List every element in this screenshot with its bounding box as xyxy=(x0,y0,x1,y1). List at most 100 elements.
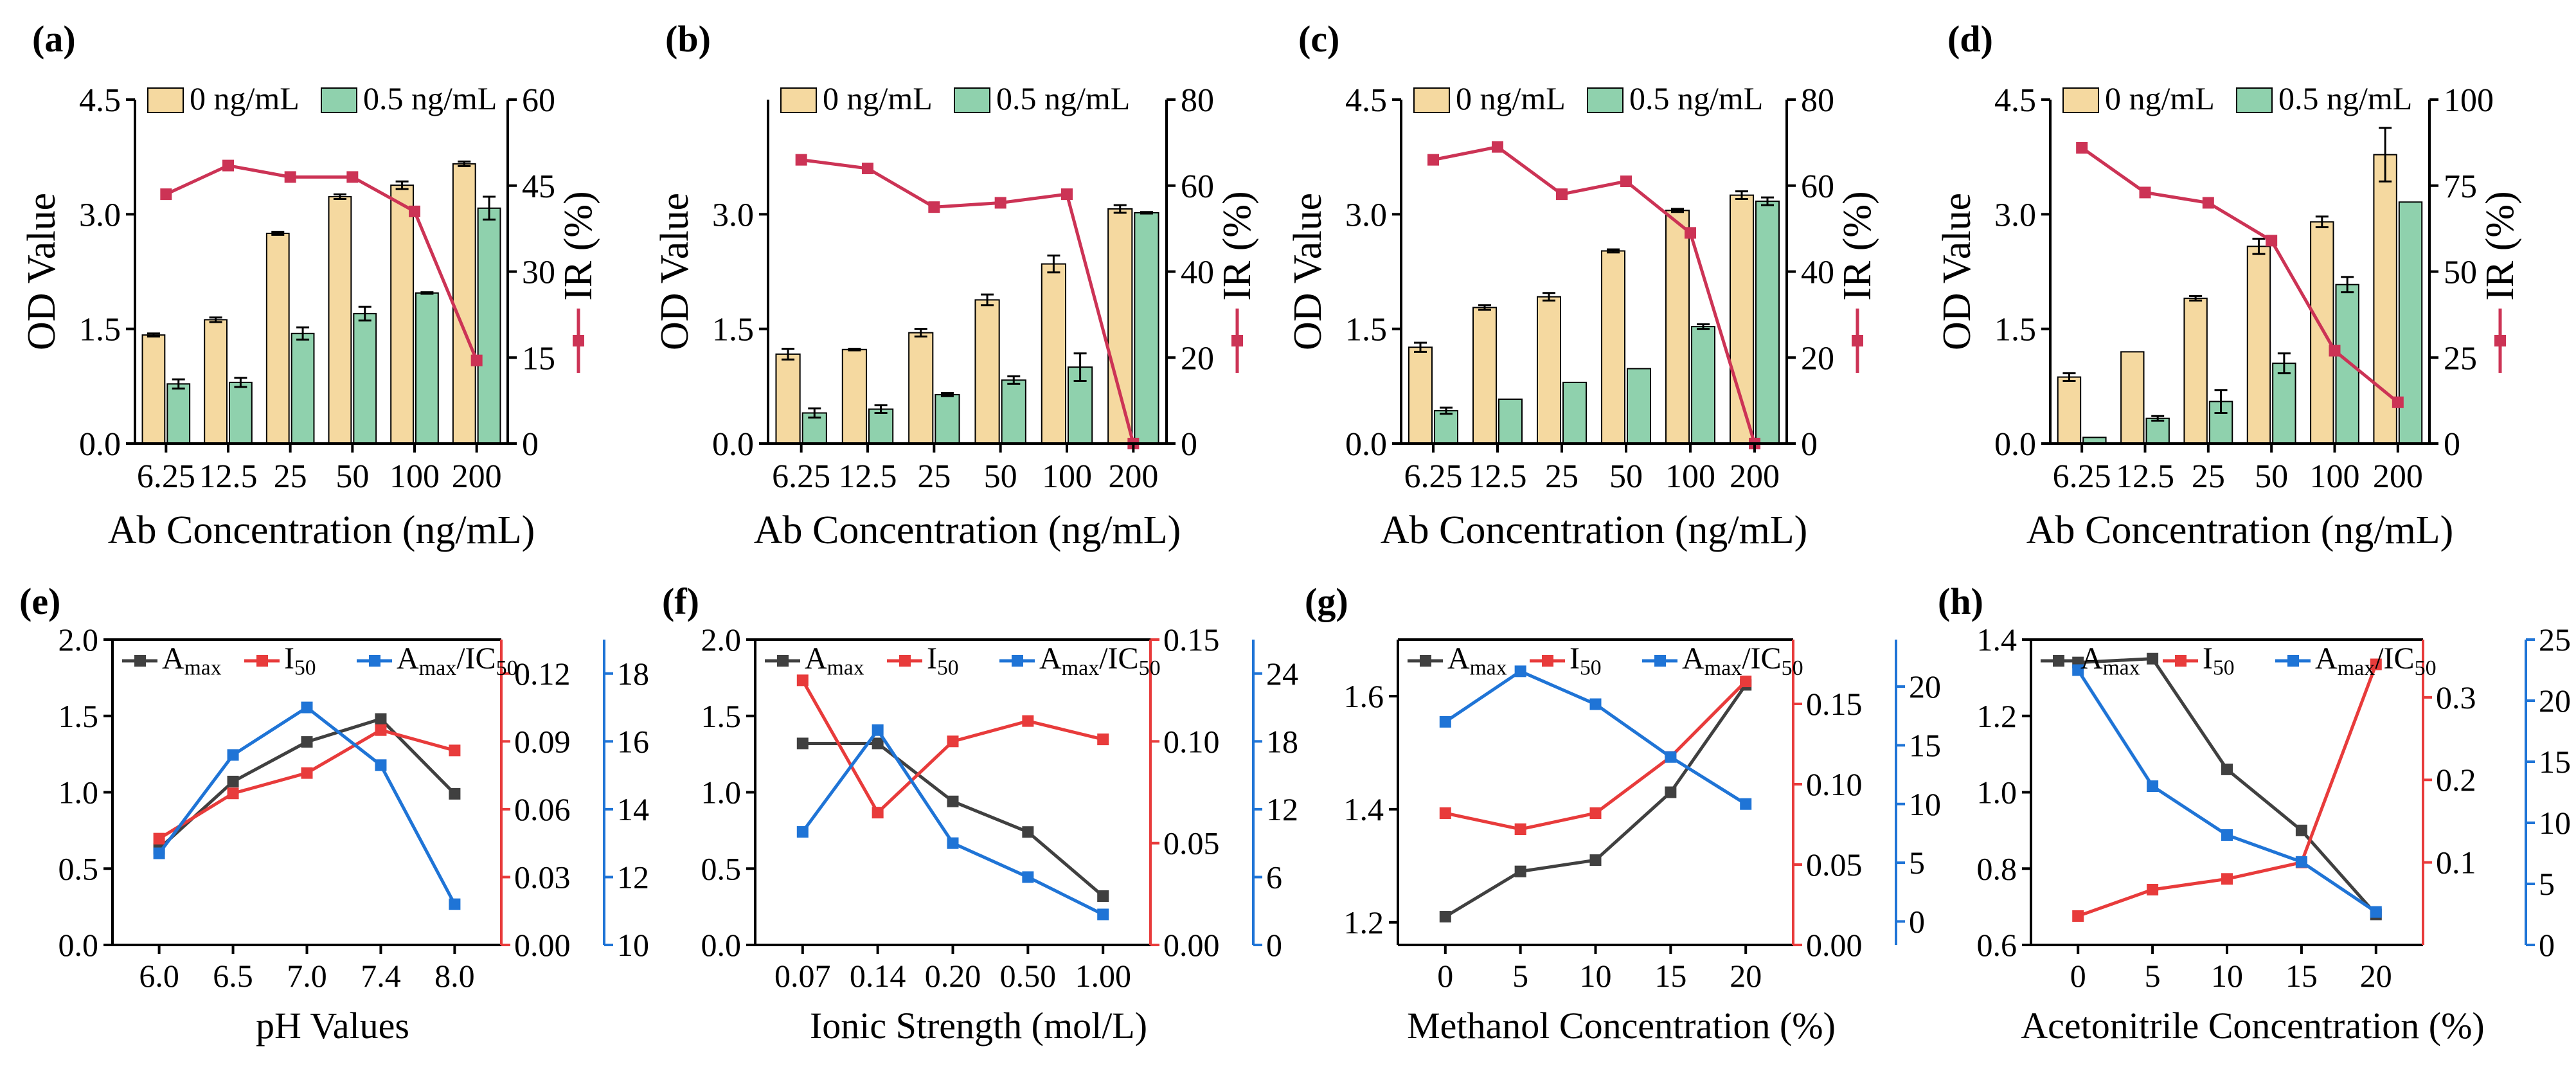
series-point xyxy=(153,847,165,859)
series-point xyxy=(1740,676,1752,687)
y2-tick-label: 0.15 xyxy=(1806,686,1863,722)
series-point xyxy=(2295,856,2307,868)
y2-tick-label: 60 xyxy=(1181,168,1214,205)
series-point xyxy=(2221,829,2233,841)
y2-tick-label: 0.00 xyxy=(514,927,571,963)
ir-point xyxy=(1061,188,1073,201)
legend-marker xyxy=(899,655,911,667)
bar xyxy=(1537,296,1561,444)
legend-label: Amax/IC50 xyxy=(1682,642,1803,680)
y3-tick-label: 18 xyxy=(1266,723,1298,759)
series-point xyxy=(2147,780,2159,792)
y2-tick-label: 0 xyxy=(1801,426,1818,463)
x-tick-label: 0.20 xyxy=(925,958,981,994)
y3-tick-label: 10 xyxy=(1909,786,1941,822)
x-tick-label: 6.25 xyxy=(1404,458,1463,495)
x-axis-title: Ab Concentration (ng/mL) xyxy=(2026,508,2454,552)
bar xyxy=(2335,283,2359,445)
x-tick-label: 25 xyxy=(917,458,951,495)
y3-tick-label: 12 xyxy=(1266,791,1298,827)
bar xyxy=(1041,263,1067,444)
legend-marker xyxy=(134,655,146,667)
legend-swatch xyxy=(2236,87,2273,113)
legend-label: 0 ng/mL xyxy=(1456,80,1566,116)
legend-swatch xyxy=(954,87,990,113)
series-point xyxy=(2370,906,2382,918)
y-tick-label: 3.0 xyxy=(79,197,121,233)
legend-marker xyxy=(1420,655,1431,667)
x-axis-title: pH Values xyxy=(256,1005,409,1047)
legend-marker xyxy=(2287,655,2299,667)
x-tick-label: 0.07 xyxy=(774,958,831,994)
legend-marker xyxy=(1012,655,1023,667)
bar xyxy=(390,184,415,444)
bar xyxy=(2183,298,2208,444)
series-point xyxy=(301,736,313,748)
panel-label: (e) xyxy=(19,580,60,622)
y3-tick-label: 12 xyxy=(617,859,649,895)
panel-label: (d) xyxy=(1947,18,1993,60)
y2-axis-title: IR (%) xyxy=(1836,191,1879,300)
bar xyxy=(291,332,315,444)
y3-tick-label: 0 xyxy=(2539,927,2555,963)
series-point xyxy=(1097,733,1109,746)
y2-tick-label: 25 xyxy=(2444,340,2477,377)
y2-tick-label: 50 xyxy=(2444,255,2477,291)
bar xyxy=(204,319,228,444)
legend-label: 0.5 ng/mL xyxy=(363,80,497,116)
bar xyxy=(452,163,476,444)
y-tick-label: 0.0 xyxy=(58,927,99,963)
series-point xyxy=(227,787,239,800)
series-point xyxy=(1589,698,1602,710)
bar xyxy=(2120,351,2145,444)
x-tick-label: 0 xyxy=(1437,958,1453,994)
series-point xyxy=(227,749,239,761)
ir-point xyxy=(1685,227,1696,239)
bar xyxy=(868,408,894,444)
x-tick-label: 0.14 xyxy=(850,958,906,994)
x-tick-label: 200 xyxy=(2373,458,2423,495)
x-tick-label: 10 xyxy=(1580,958,1612,994)
ir-point xyxy=(2266,235,2278,247)
legend-label: 0 ng/mL xyxy=(190,80,300,116)
x-tick-label: 15 xyxy=(1654,958,1686,994)
ir-line xyxy=(165,163,478,361)
y3-tick-label: 10 xyxy=(2539,805,2571,841)
ir-line xyxy=(1433,145,1757,444)
x-axis-title: Ab Concentration (ng/mL) xyxy=(1381,508,1808,552)
series-point xyxy=(872,737,884,750)
y2-tick-label: 80 xyxy=(1801,82,1834,119)
x-tick-label: 6.25 xyxy=(2053,458,2111,495)
y-axis-title: OD Value xyxy=(653,193,697,350)
y-tick-label: 0.0 xyxy=(712,426,754,463)
legend-label: 0.5 ng/mL xyxy=(1629,80,1763,116)
x-tick-label: 20 xyxy=(1730,958,1762,994)
series-point xyxy=(449,744,461,757)
x-tick-label: 6.0 xyxy=(139,958,179,994)
y-tick-label: 0.0 xyxy=(1345,426,1387,463)
y-tick-label: 2.0 xyxy=(58,622,99,658)
series-point xyxy=(1022,871,1034,883)
y3-tick-label: 20 xyxy=(2539,683,2571,719)
legend-label: I50 xyxy=(1570,642,1602,680)
bar xyxy=(415,292,439,444)
y3-tick-label: 15 xyxy=(2539,744,2571,780)
series-point xyxy=(947,735,959,748)
series-point xyxy=(1097,890,1109,902)
x-tick-label: 15 xyxy=(2285,958,2318,994)
x-tick-label: 5 xyxy=(2145,958,2161,994)
y2-tick-label: 20 xyxy=(1181,340,1214,377)
y2-tick-label: 0.12 xyxy=(514,656,571,692)
y3-tick-label: 5 xyxy=(1909,845,1925,881)
legend-swatch xyxy=(1587,87,1623,113)
x-tick-label: 7.0 xyxy=(287,958,327,994)
series-point xyxy=(2072,910,2084,922)
y2-tick-label: 45 xyxy=(522,168,555,205)
series-point xyxy=(301,701,313,714)
x-tick-label: 6.5 xyxy=(213,958,253,994)
x-tick-label: 50 xyxy=(335,458,369,495)
legend-label: Amax xyxy=(162,642,222,680)
ir-point xyxy=(284,171,296,183)
legend-swatch xyxy=(321,87,357,113)
y-tick-label: 0.0 xyxy=(701,927,742,963)
